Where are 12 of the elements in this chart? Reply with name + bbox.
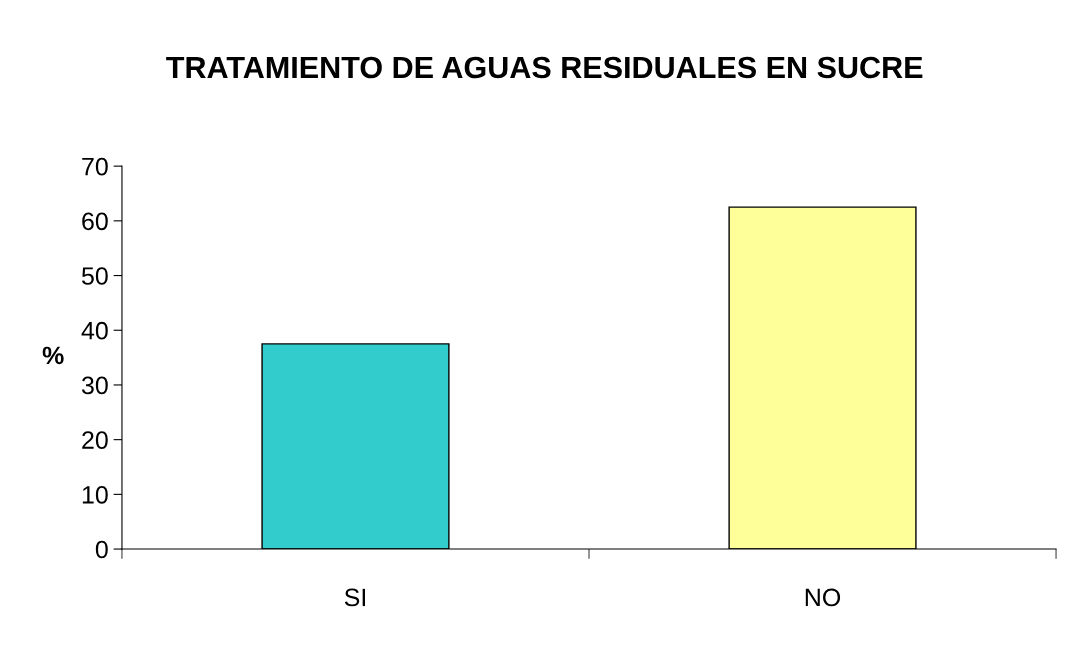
chart-title: TRATAMIENTO DE AGUAS RESIDUALES EN SUCRE <box>166 56 923 79</box>
y-tick-label: 10 <box>82 485 108 504</box>
y-axis-title: % <box>42 346 64 365</box>
x-tick-label: SI <box>344 588 365 607</box>
x-tick-label: NO <box>805 588 841 607</box>
y-tick-label: 0 <box>95 540 108 559</box>
y-tick-label: 50 <box>81 267 108 285</box>
y-tick-label: 60 <box>82 212 108 231</box>
y-tick-label: 70 <box>82 157 108 176</box>
y-tick-label: 40 <box>81 321 108 340</box>
y-tick-label: 20 <box>82 431 108 449</box>
y-tick-label: 30 <box>81 376 108 395</box>
